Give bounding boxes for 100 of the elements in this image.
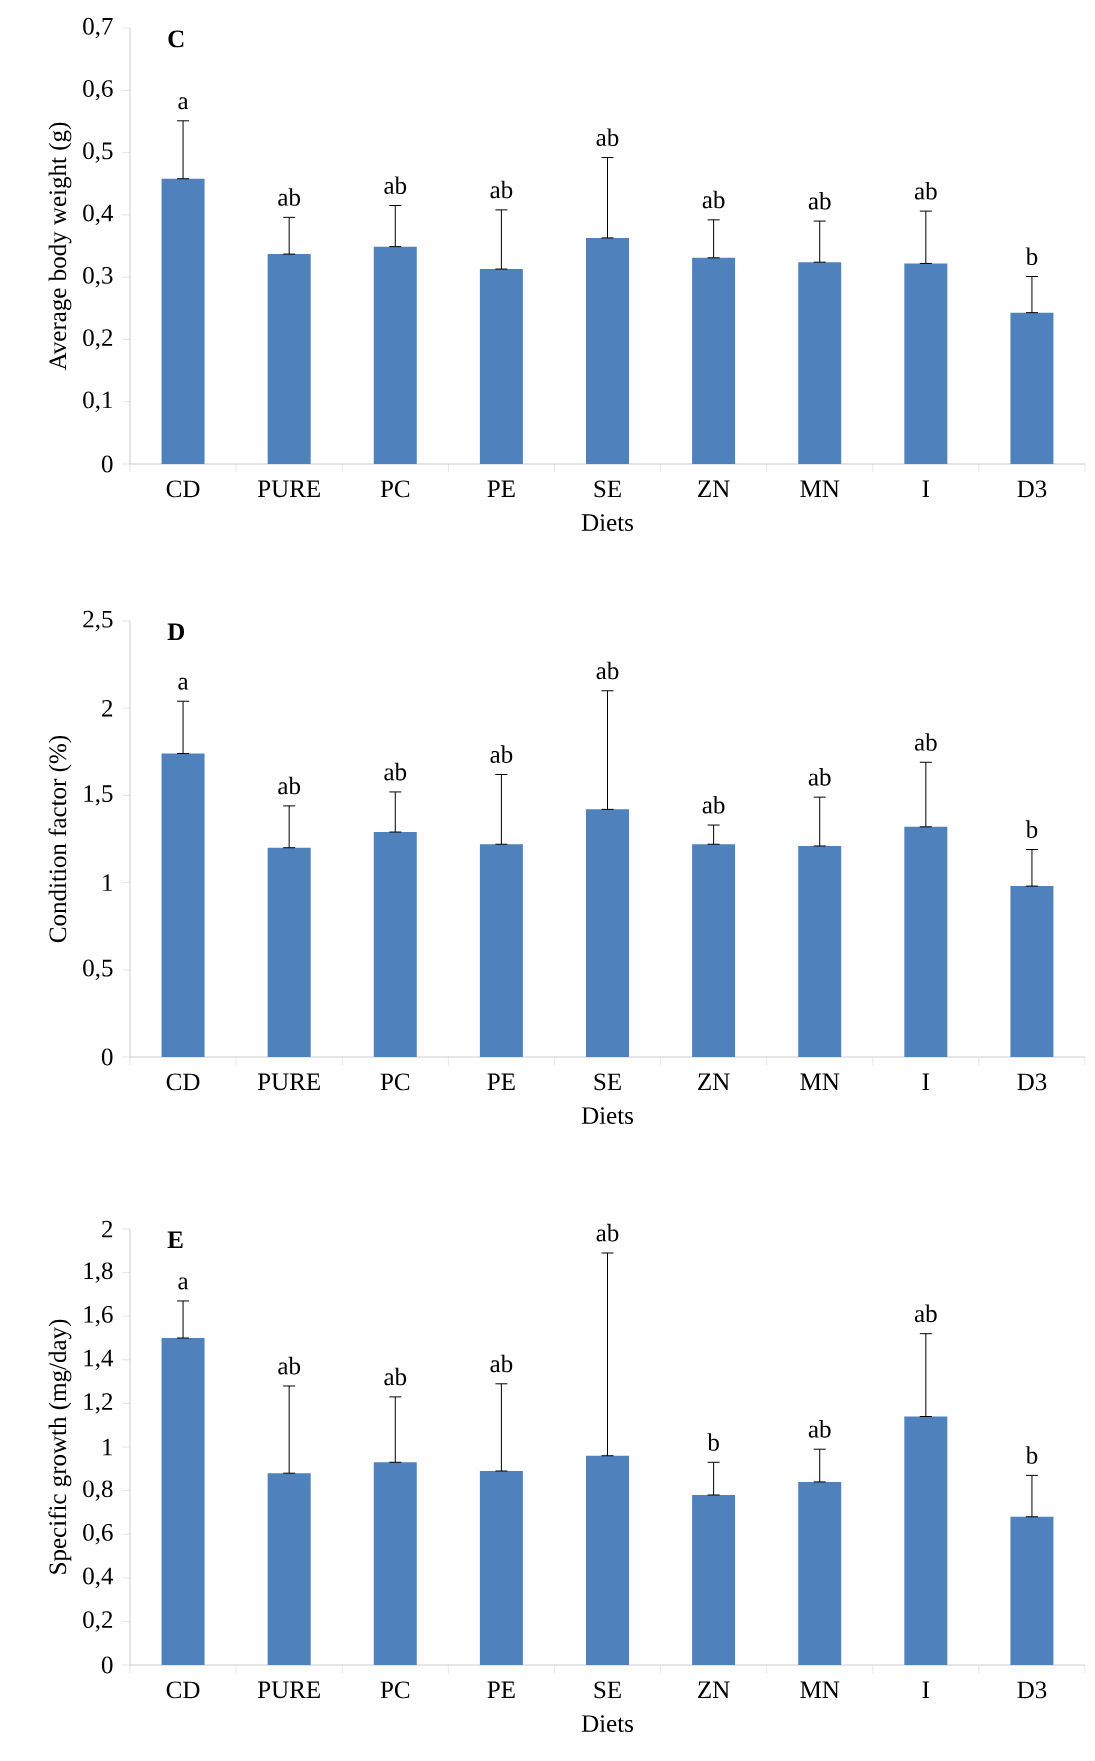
y-tick-label: 0,7	[83, 17, 113, 39]
y-tick-label: 1,5	[84, 785, 113, 806]
y-tick-label: 0,2	[83, 1611, 113, 1632]
x-tick-label: PURE	[257, 480, 320, 498]
x-tick-label: MN	[800, 1073, 840, 1090]
annotation: ab	[490, 745, 513, 763]
x-tick-label: ZN	[698, 480, 730, 497]
y-tick-label: 0,5	[83, 959, 113, 981]
x-tick-label: I	[922, 480, 930, 497]
x-tick-label: MN	[800, 480, 840, 497]
x-tick-label: ZN	[698, 1681, 730, 1698]
y-axis-title: Average body weight (g)	[48, 122, 72, 371]
y-tick-label: 1,2	[84, 1393, 113, 1414]
y-tick-label: 1,4	[84, 1349, 114, 1370]
x-tick-label: PURE	[257, 1681, 320, 1699]
annotation: a	[178, 677, 189, 690]
y-tick-label: 1,6	[84, 1306, 113, 1327]
y-tick-label: 0	[101, 1048, 113, 1066]
y-tick-label: 2,5	[83, 610, 113, 632]
annotation: ab	[808, 1420, 831, 1438]
x-tick-label: PC	[380, 1073, 410, 1091]
x-tick-label: MN	[800, 1681, 840, 1698]
bar	[373, 246, 417, 464]
x-axis-title: Diets	[581, 514, 633, 531]
x-axis-title: Diets	[581, 1107, 633, 1125]
bar	[904, 1416, 948, 1666]
bar	[267, 254, 311, 464]
annotation: b	[1025, 247, 1038, 265]
annotation: ab	[490, 180, 513, 199]
y-axis-title: Condition factor (%)	[48, 735, 72, 943]
annotation: ab	[596, 661, 619, 680]
annotation: a	[178, 97, 189, 110]
y-tick-label: 0	[101, 455, 113, 473]
annotation: ab	[596, 128, 619, 147]
annotation: ab	[808, 768, 831, 786]
x-tick-label: SE	[594, 480, 621, 498]
bar	[161, 1338, 205, 1666]
x-tick-label: SE	[594, 1073, 621, 1091]
x-tick-label: PURE	[257, 1073, 320, 1091]
annotation: ab	[278, 1356, 301, 1375]
y-tick-label: 0,3	[83, 266, 113, 288]
x-tick-label: CD	[166, 1681, 200, 1699]
annotation: ab	[384, 762, 407, 781]
annotation: ab	[384, 176, 407, 194]
bar	[1010, 1516, 1054, 1666]
x-tick-label: I	[922, 1681, 930, 1698]
annotation: ab	[278, 188, 301, 206]
annotation: a	[178, 1277, 189, 1290]
annotation: b	[707, 1433, 719, 1451]
x-tick-label: PE	[487, 1073, 515, 1090]
y-axis-title: Specific growth (mg/day)	[48, 1319, 72, 1574]
y-tick-label: 2	[102, 1220, 113, 1238]
x-tick-label: PC	[380, 480, 410, 498]
annotation: ab	[914, 1304, 937, 1323]
y-tick-label: 0,2	[83, 329, 113, 350]
bar	[161, 178, 205, 464]
annotation: ab	[702, 795, 725, 814]
bar	[586, 809, 629, 1058]
bar	[586, 1455, 629, 1666]
y-tick-label: 0,1	[83, 391, 112, 412]
x-tick-label: CD	[166, 480, 200, 498]
x-tick-label: D3	[1017, 1681, 1047, 1699]
bar	[1010, 886, 1054, 1058]
x-axis-title: Diets	[581, 1715, 633, 1733]
chart-title: C	[168, 30, 184, 48]
annotation: b	[1025, 1446, 1038, 1464]
y-tick-label: 1	[103, 874, 112, 891]
annotation: b	[1025, 820, 1038, 838]
y-tick-label: 0,6	[83, 80, 113, 101]
bar	[798, 1481, 842, 1666]
bar	[798, 845, 842, 1058]
bar	[692, 257, 736, 464]
annotation: ab	[278, 776, 301, 795]
y-tick-label: 2	[102, 699, 113, 717]
x-tick-label: D3	[1017, 480, 1047, 498]
y-tick-label: 0	[101, 1656, 113, 1674]
bar	[904, 826, 948, 1058]
annotation: ab	[914, 733, 937, 751]
x-tick-label: ZN	[698, 1073, 730, 1090]
annotation: ab	[808, 191, 831, 210]
bar	[1010, 312, 1054, 464]
bar	[267, 1473, 311, 1666]
bar	[479, 269, 523, 464]
bar	[373, 1462, 417, 1666]
annotation: ab	[384, 1367, 407, 1386]
y-tick-label: 0,6	[83, 1523, 113, 1545]
bar	[904, 263, 948, 464]
y-tick-label: 0,4	[83, 1567, 114, 1589]
bar	[161, 753, 205, 1058]
y-tick-label: 1,8	[84, 1262, 113, 1283]
chart-title: D	[167, 623, 185, 640]
bar	[267, 847, 311, 1058]
y-tick-label: 1	[103, 1438, 112, 1456]
bar	[479, 844, 523, 1058]
x-tick-label: PC	[380, 1681, 410, 1699]
bar	[479, 1471, 523, 1666]
annotation: ab	[596, 1223, 619, 1242]
bar	[692, 1494, 736, 1666]
bar	[373, 832, 417, 1058]
y-tick-label: 0,5	[83, 142, 113, 163]
